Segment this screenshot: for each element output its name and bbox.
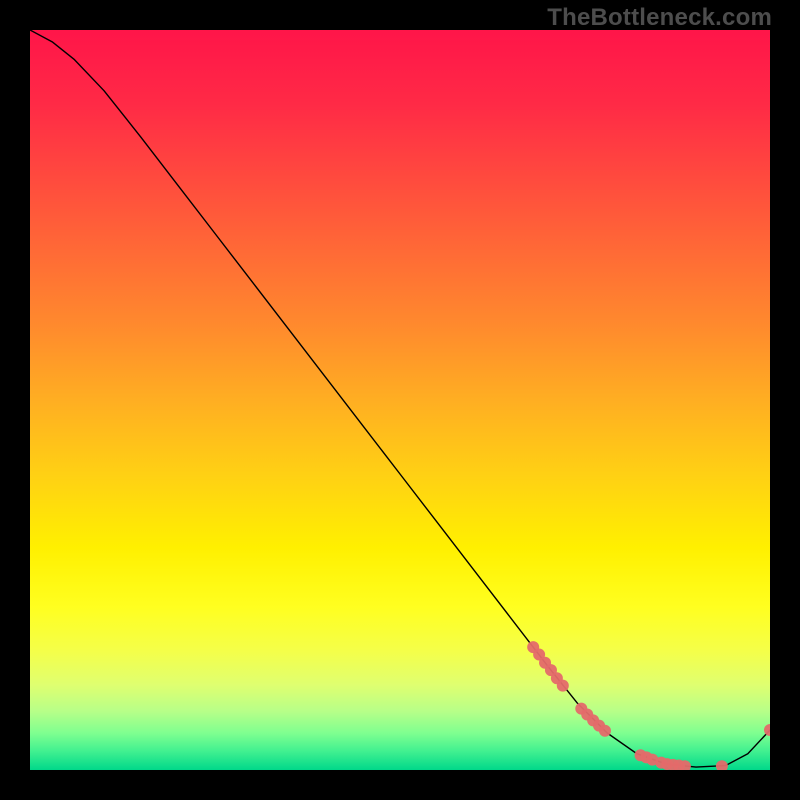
- chart-stage: TheBottleneck.com: [0, 0, 800, 800]
- plot-area: [30, 30, 770, 770]
- watermark-label: TheBottleneck.com: [547, 4, 772, 32]
- chart-svg: [30, 30, 770, 770]
- chart-background: [30, 30, 770, 770]
- scatter-point: [557, 680, 569, 692]
- scatter-point: [599, 725, 611, 737]
